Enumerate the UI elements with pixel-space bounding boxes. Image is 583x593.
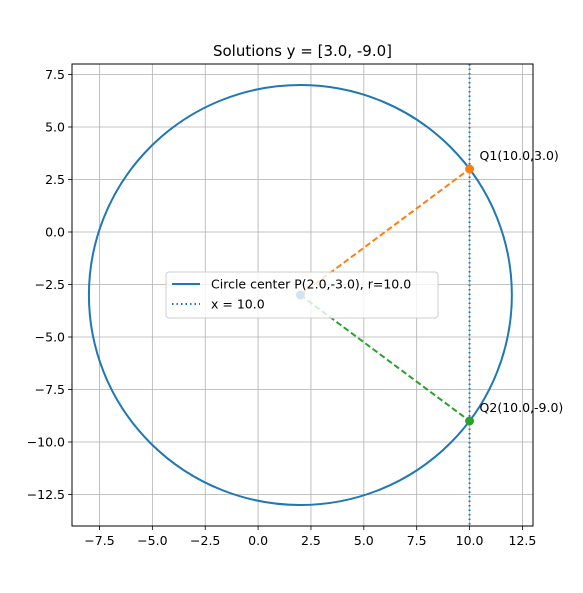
- x-tick-label: 12.5: [509, 533, 537, 548]
- y-tick-label: −5.0: [35, 330, 65, 345]
- solution-point-q1: [465, 164, 475, 174]
- x-tick-label: 7.5: [407, 533, 427, 548]
- x-tick-label: 10.0: [456, 533, 484, 548]
- x-tick-label: −5.0: [137, 533, 167, 548]
- y-tick-label: 0.0: [45, 225, 65, 240]
- y-tick-label: 5.0: [45, 120, 65, 135]
- x-axis-ticks: −7.5 −5.0 −2.5 0.0 2.5 5.0 7.5 10.0 12.5: [84, 526, 536, 548]
- x-tick-label: 5.0: [354, 533, 374, 548]
- solution-point-q2: [465, 416, 475, 426]
- y-tick-label: −10.0: [27, 435, 65, 450]
- y-tick-label: 2.5: [45, 172, 65, 187]
- chart-title: Solutions y = [3.0, -9.0]: [213, 42, 392, 60]
- x-tick-label: −2.5: [190, 533, 220, 548]
- circle-series: [87, 84, 513, 506]
- legend-circle-label: Circle center P(2.0,-3.0), r=10.0: [211, 277, 411, 292]
- y-tick-label: −12.5: [27, 487, 65, 502]
- radius-line-q2: [299, 294, 471, 422]
- annotations: Q1(10.0,3.0) Q2(10.0,-9.0): [480, 148, 564, 415]
- legend: Circle center P(2.0,-3.0), r=10.0 x = 10…: [165, 271, 439, 319]
- y-tick-label: −7.5: [35, 382, 65, 397]
- plot-area-frame: [71, 63, 534, 527]
- x-tick-label: −7.5: [84, 533, 114, 548]
- y-tick-label: 7.5: [45, 67, 65, 82]
- solution-label-q2: Q2(10.0,-9.0): [480, 400, 564, 415]
- x-tick-label: 0.0: [248, 533, 268, 548]
- radius-lines: [299, 168, 471, 422]
- circle-layer: [87, 84, 513, 506]
- x-tick-label: 2.5: [301, 533, 321, 548]
- radius-line-q1: [299, 168, 471, 296]
- legend-line-label: x = 10.0: [211, 297, 265, 312]
- legend-box: [165, 271, 439, 319]
- solution-label-q1: Q1(10.0,3.0): [480, 148, 559, 163]
- y-tick-label: −2.5: [35, 277, 65, 292]
- y-axis-ticks: 7.5 5.0 2.5 0.0 −2.5 −5.0 −7.5 −10.0 −12.5: [27, 67, 72, 502]
